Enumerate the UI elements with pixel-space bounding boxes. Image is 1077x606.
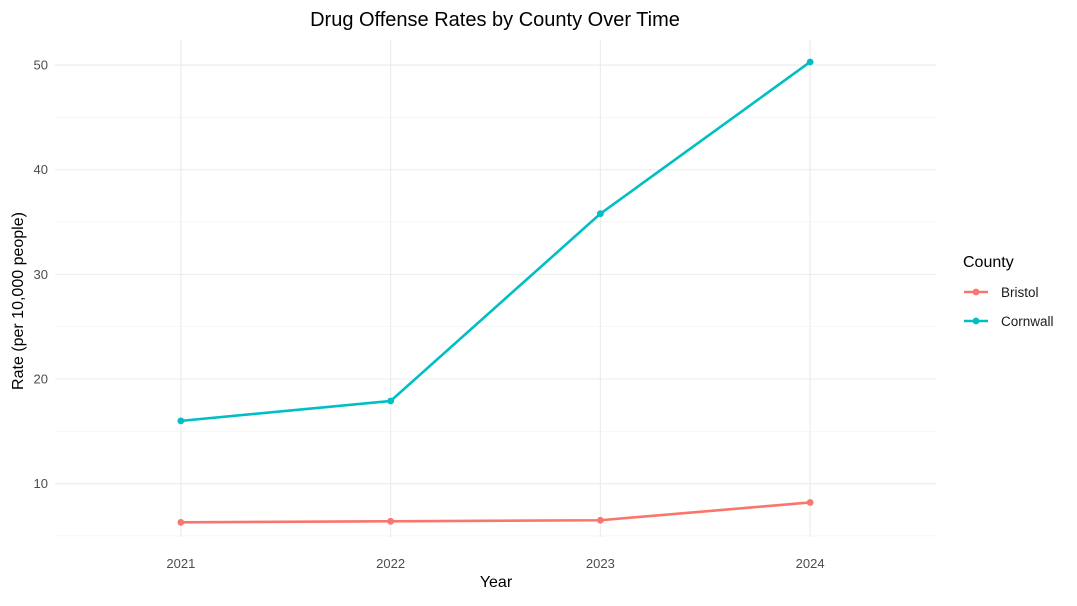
data-point-bristol — [596, 516, 604, 524]
axes: 10 20 30 40 50 2021 2022 2023 2024 — [34, 58, 825, 571]
data-point-cornwall — [806, 58, 814, 66]
y-axis-title: Rate (per 10,000 people) — [10, 212, 27, 390]
legend: County Bristol Cornwall — [963, 254, 1054, 329]
y-tick-label: 50 — [34, 58, 48, 73]
data-point-bristol — [177, 518, 185, 526]
legend-key-point — [972, 317, 980, 325]
x-axis-title: Year — [480, 574, 513, 591]
chart-title: Drug Offense Rates by County Over Time — [310, 9, 680, 31]
data-point-cornwall — [177, 417, 185, 425]
y-tick-label: 20 — [34, 372, 48, 387]
data-point-bristol — [387, 517, 395, 525]
legend-item-bristol: Bristol — [964, 285, 1039, 300]
data-point-bristol — [806, 499, 814, 506]
legend-items: Bristol Cornwall — [964, 285, 1054, 329]
x-tick-label: 2024 — [796, 556, 825, 571]
y-tick-label: 30 — [34, 267, 48, 282]
series-layer — [177, 58, 814, 526]
series-line-cornwall — [180, 60, 811, 423]
series-line-bristol — [180, 501, 811, 524]
legend-key-point — [972, 288, 980, 296]
legend-label: Cornwall — [1001, 314, 1054, 329]
x-tick-label: 2022 — [376, 556, 405, 571]
y-tick-label: 10 — [34, 476, 48, 491]
x-tick-label: 2023 — [586, 556, 615, 571]
x-tick-label: 2021 — [166, 556, 195, 571]
legend-item-cornwall: Cornwall — [964, 314, 1054, 329]
legend-title: County — [963, 254, 1014, 271]
data-point-cornwall — [387, 397, 395, 405]
legend-label: Bristol — [1001, 285, 1039, 300]
data-point-cornwall — [596, 210, 604, 218]
grid — [55, 40, 936, 537]
y-tick-label: 40 — [34, 162, 48, 177]
